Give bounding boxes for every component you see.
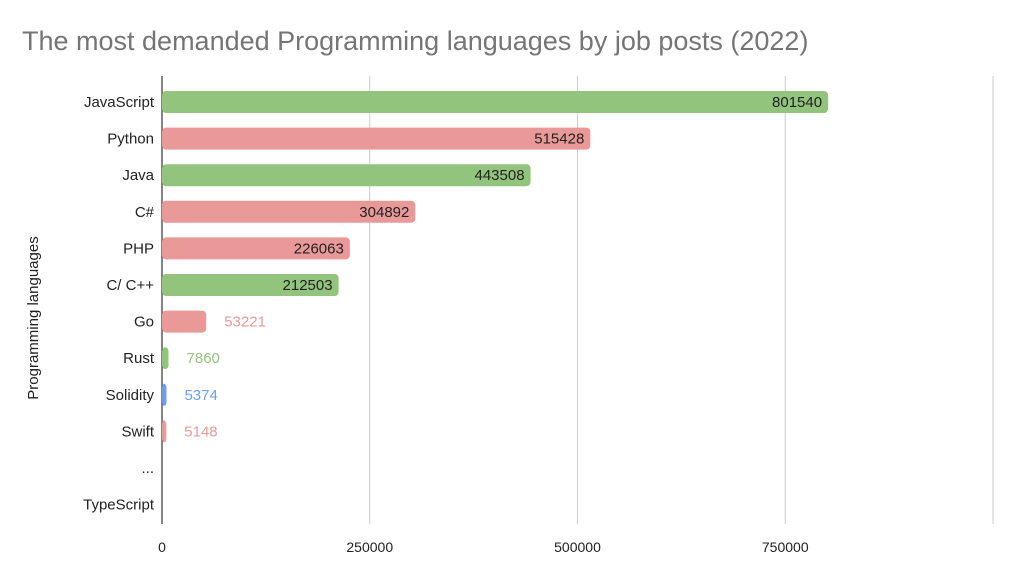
bar	[162, 347, 169, 370]
data-label: 53221	[224, 314, 266, 331]
y-axis-label: Programming languages	[25, 236, 42, 399]
category-label: Swift	[121, 423, 154, 440]
data-label: 443508	[474, 167, 524, 184]
bar	[162, 274, 339, 296]
data-labels: 801540 515428 443508 304892 226063 212503 5322…	[184, 94, 822, 440]
category-label: PHP	[123, 240, 154, 257]
bar	[162, 310, 207, 333]
x-tick-label: 750000	[762, 539, 809, 555]
x-axis-ticks: 0 250000 500000 750000	[158, 539, 809, 555]
bar	[162, 420, 167, 443]
category-label: Python	[107, 131, 154, 148]
bar	[162, 383, 167, 406]
x-tick-label: 0	[158, 539, 166, 555]
category-label: ...	[141, 460, 154, 477]
category-label: C/ C++	[106, 277, 154, 294]
data-label: 5148	[184, 423, 217, 440]
category-label: Rust	[123, 350, 155, 367]
category-label: Go	[134, 314, 154, 331]
gridlines	[369, 76, 994, 524]
category-labels: JavaScript Python Java C# PHP C/ C++ Go Rust Sol…	[83, 94, 155, 514]
category-label: TypeScript	[83, 497, 155, 514]
x-tick-label: 500000	[554, 539, 601, 555]
category-label: Java	[122, 167, 154, 184]
bar	[162, 200, 416, 223]
bar	[162, 127, 591, 150]
data-label: 304892	[359, 204, 409, 221]
category-label: JavaScript	[84, 94, 155, 111]
data-label: 212503	[283, 277, 333, 294]
data-label: 5374	[184, 387, 217, 404]
x-tick-label: 250000	[346, 539, 393, 555]
bar	[162, 237, 350, 260]
chart-title: The most demanded Programming languages …	[22, 26, 808, 56]
data-label: 7860	[187, 350, 220, 367]
category-label: Solidity	[106, 387, 155, 404]
bars	[162, 91, 829, 443]
bar	[162, 164, 531, 187]
bar	[162, 91, 829, 113]
data-label: 801540	[772, 94, 822, 111]
category-label: C#	[135, 204, 155, 221]
data-label: 515428	[534, 131, 584, 148]
data-label: 226063	[294, 240, 344, 257]
